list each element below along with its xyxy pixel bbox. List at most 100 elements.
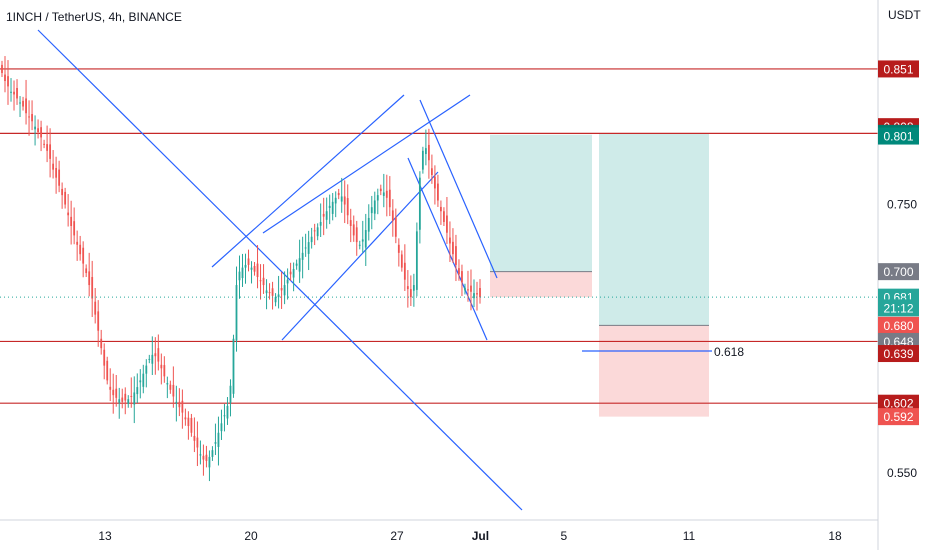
x-tick-label-2: 27 xyxy=(390,529,404,543)
y-tick-label-0: 0.550 xyxy=(887,466,917,480)
price-badges: 0.8510.8080.8030.8010.7000.68121:120.680… xyxy=(878,60,919,426)
candle-body-45 xyxy=(136,387,139,395)
candle-body-18 xyxy=(55,168,58,178)
candle-body-53 xyxy=(160,364,163,369)
candle-body-41 xyxy=(124,393,127,401)
loss-zone-1 xyxy=(490,271,592,298)
candle-body-117 xyxy=(352,224,355,236)
candle-body-50 xyxy=(151,354,154,364)
candle-body-75 xyxy=(226,405,229,419)
candle-body-65 xyxy=(196,437,199,448)
candle-body-56 xyxy=(169,384,172,390)
candle-body-66 xyxy=(199,454,202,456)
candle-body-4 xyxy=(13,91,15,95)
profit-zone-1 xyxy=(490,134,592,272)
price-badge-4 xyxy=(878,263,919,281)
candle-body-68 xyxy=(205,454,208,461)
candle-body-88 xyxy=(265,290,268,294)
candle-body-96 xyxy=(289,271,292,275)
candle-body-76 xyxy=(229,385,232,403)
candle-body-101 xyxy=(304,247,307,249)
candle-body-147 xyxy=(443,211,445,222)
candle-body-6 xyxy=(19,102,21,104)
candle-body-77 xyxy=(232,338,235,394)
candle-body-58 xyxy=(175,401,178,403)
candle-body-128 xyxy=(385,190,388,198)
price-badge-6 xyxy=(878,299,919,317)
candle-body-34 xyxy=(103,349,106,366)
candle-body-158 xyxy=(476,293,478,295)
trendline-2 xyxy=(281,171,439,341)
candle-body-159 xyxy=(479,288,481,298)
candle-body-115 xyxy=(346,198,349,216)
candle-body-35 xyxy=(106,360,109,381)
candle-body-81 xyxy=(244,264,247,268)
candle-body-71 xyxy=(214,442,217,444)
candle-body-124 xyxy=(373,200,376,214)
candle-body-136 xyxy=(409,289,412,298)
candle-body-79 xyxy=(238,271,241,281)
candle-body-89 xyxy=(268,292,271,294)
candle-body-44 xyxy=(133,392,136,405)
candle-body-103 xyxy=(310,236,313,243)
candle-body-114 xyxy=(343,196,346,205)
candle-body-2 xyxy=(7,76,9,87)
position-zones xyxy=(490,133,709,417)
candle-body-9 xyxy=(28,116,30,118)
price-badge-10 xyxy=(878,394,919,412)
candle-body-100 xyxy=(301,252,304,260)
candle-body-146 xyxy=(440,206,442,212)
price-badge-label-3: 0.801 xyxy=(883,130,913,144)
candle-body-95 xyxy=(286,279,289,284)
candle-body-78 xyxy=(235,285,238,341)
candle-body-49 xyxy=(148,358,151,360)
candle-body-54 xyxy=(163,365,166,377)
candle-body-60 xyxy=(181,400,184,413)
candle-body-102 xyxy=(307,242,310,254)
candle-body-116 xyxy=(349,220,352,226)
fib-level: 0.618 xyxy=(582,345,744,359)
candle-body-48 xyxy=(145,365,148,374)
candle-body-156 xyxy=(470,285,472,292)
candle-body-121 xyxy=(364,230,367,248)
candle-body-111 xyxy=(334,197,337,204)
trendline-1 xyxy=(211,94,405,268)
candle-body-97 xyxy=(292,268,295,278)
candle-body-43 xyxy=(130,395,133,397)
candle-body-138 xyxy=(415,231,418,290)
candle-body-155 xyxy=(467,289,469,291)
candle-body-150 xyxy=(452,241,454,255)
loss-zone-2 xyxy=(599,325,709,417)
candle-body-92 xyxy=(277,294,280,298)
price-badge-0 xyxy=(878,60,919,78)
candle-body-26 xyxy=(79,244,82,255)
candle-body-151 xyxy=(455,246,457,265)
candle-body-39 xyxy=(118,399,121,403)
candle-body-98 xyxy=(295,263,298,266)
trendline-3 xyxy=(262,94,471,234)
candle-body-152 xyxy=(458,268,460,275)
candle-body-129 xyxy=(388,189,391,208)
x-tick-label-5: 11 xyxy=(683,529,696,543)
candle-body-25 xyxy=(76,241,79,245)
candle-body-74 xyxy=(223,415,226,417)
candle-body-47 xyxy=(142,373,145,387)
price-badge-label-0: 0.851 xyxy=(883,62,913,76)
candle-body-72 xyxy=(217,432,220,447)
candle-body-143 xyxy=(430,168,433,175)
candle-body-109 xyxy=(328,205,331,209)
profit-zone-2 xyxy=(599,133,709,326)
candle-body-126 xyxy=(379,188,382,192)
candle-body-55 xyxy=(166,383,169,385)
candle-body-149 xyxy=(449,237,451,244)
candle-body-94 xyxy=(283,285,286,296)
candle-body-122 xyxy=(367,217,370,232)
fib-label: 0.618 xyxy=(714,345,744,359)
candle-body-24 xyxy=(73,221,76,236)
candle-body-91 xyxy=(274,297,277,303)
candle-body-157 xyxy=(473,293,475,299)
candle-body-119 xyxy=(358,244,361,246)
candle-body-139 xyxy=(418,177,421,230)
